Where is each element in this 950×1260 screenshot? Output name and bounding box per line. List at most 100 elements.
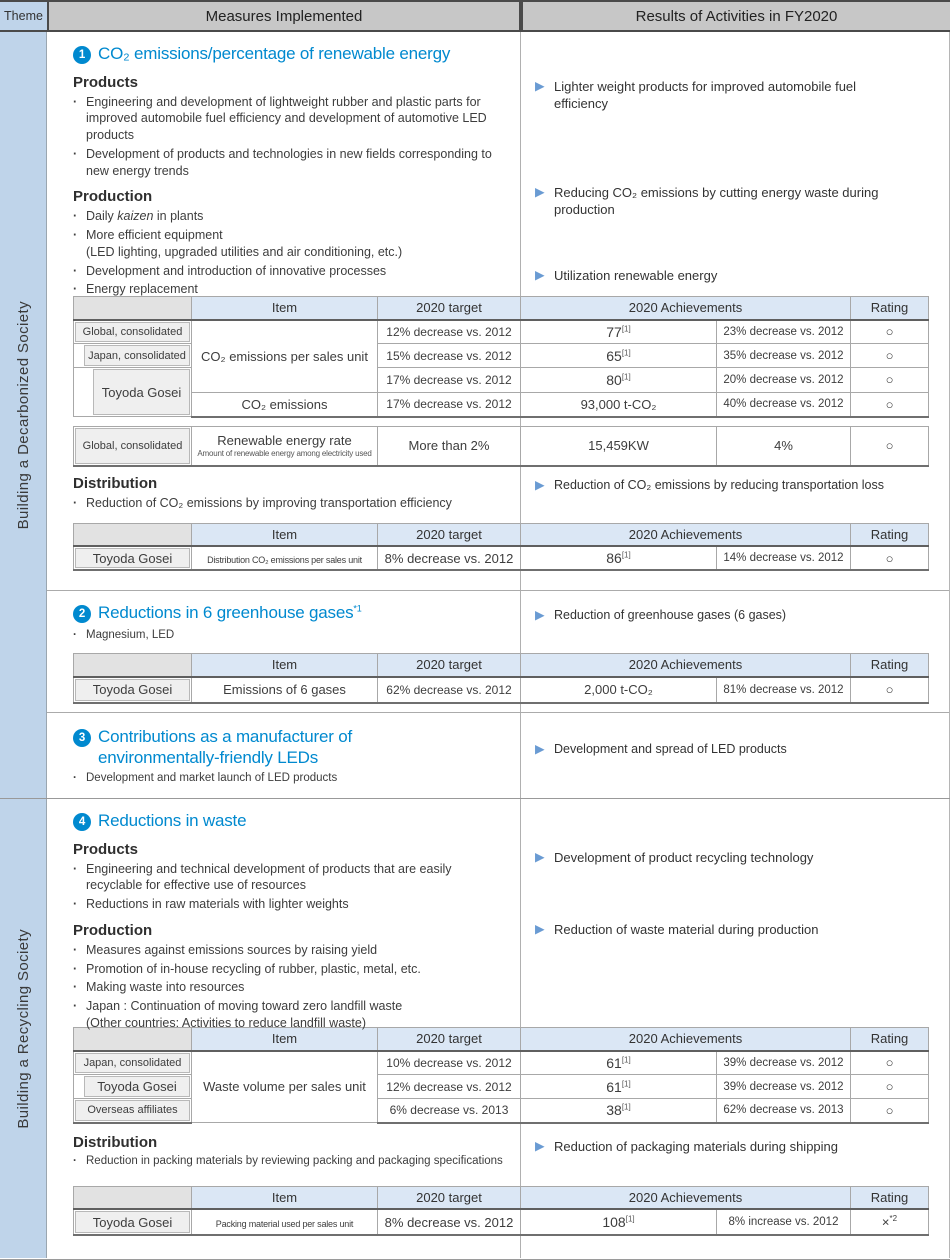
item-cell: Packing material used per sales unit bbox=[191, 1208, 378, 1236]
bullet-dot-icon: · bbox=[73, 1154, 77, 1167]
section-number-badge: 4 bbox=[73, 813, 91, 831]
production-heading: Production bbox=[73, 921, 153, 939]
result-arrow-icon: ▶ bbox=[535, 608, 545, 622]
section1-measures: 1 CO₂ emissions/percentage of renewable … bbox=[47, 32, 520, 296]
section-led-contributions: 3 Contributions as a manufacturer of env… bbox=[47, 712, 949, 798]
item-cell: Waste volume per sales unit bbox=[191, 1050, 378, 1123]
bullet-item: · Reductions in raw materials with lighte… bbox=[73, 897, 349, 912]
scope-cell: Toyoda Gosei bbox=[73, 676, 192, 704]
item-header: Item bbox=[191, 522, 378, 547]
rating-cell: ○ bbox=[850, 1074, 929, 1099]
target-header: 2020 target bbox=[377, 1027, 521, 1052]
corner-cell bbox=[73, 296, 192, 321]
result-arrow-icon: ▶ bbox=[535, 742, 545, 756]
table-header-row: Item 2020 target 2020 Achievements Ratin… bbox=[73, 1027, 929, 1052]
measures-column-header: Measures Implemented bbox=[47, 2, 519, 30]
bullet-item: · Engineering and development of lightwei… bbox=[73, 94, 487, 143]
section2-top: 2 Reductions in 6 greenhouse gases*1 · Ma… bbox=[47, 591, 949, 653]
table-row: Global, consolidated CO₂ emissions per s… bbox=[73, 319, 929, 393]
section4-measures: 4 Reductions in waste Products · Engineer… bbox=[47, 799, 520, 1030]
item-cell: CO₂ emissions per sales unit bbox=[191, 319, 378, 393]
distribution-heading: Distribution bbox=[73, 1133, 158, 1151]
renewable-energy-table: Global, consolidated Renewable energy ra… bbox=[73, 425, 929, 467]
section3-top: 3 Contributions as a manufacturer of env… bbox=[47, 713, 949, 799]
header-divider bbox=[519, 2, 523, 30]
theme-sidebar-decarbonized: Building a Decarbonized Society bbox=[0, 32, 47, 798]
result-item: ▶ Reduction of waste material during prod… bbox=[535, 922, 819, 938]
bullet-dot-icon: · bbox=[73, 282, 78, 297]
bullet-item: · Development and introduction of innovat… bbox=[73, 263, 387, 278]
section3-title-row: 3 Contributions as a manufacturer of env… bbox=[73, 727, 506, 768]
bullet-item: · Daily kaizen in plants bbox=[73, 209, 204, 224]
bullet-item: · Reduction in packing materials by revie… bbox=[73, 1154, 506, 1169]
rating-header: Rating bbox=[850, 522, 929, 547]
distribution-results: ▶ Reduction of CO₂ emissions by reducing … bbox=[520, 467, 949, 523]
table-row: Japan, consolidated Waste volume per sal… bbox=[73, 1050, 929, 1123]
bullet-dot-icon: · bbox=[73, 861, 78, 876]
result-item: ▶ Reduction of greenhouse gases (6 gases) bbox=[535, 608, 787, 622]
scope-cell: Toyoda Gosei bbox=[73, 1208, 192, 1236]
results-column-header: Results of Activities in FY2020 bbox=[523, 2, 950, 30]
products-heading: Products bbox=[73, 840, 139, 858]
achievement-percent-cell: 14% decrease vs. 2012 bbox=[716, 545, 851, 571]
section-title: CO₂ emissions/percentage of renewable en… bbox=[98, 44, 451, 63]
result-arrow-icon: ▶ bbox=[535, 1138, 545, 1153]
table-row: Toyoda Gosei Emissions of 6 gases 62% de… bbox=[73, 676, 929, 704]
achievement-value-cell: 80[1] bbox=[520, 367, 717, 393]
scope-cell: Global, consolidated bbox=[73, 425, 192, 467]
scope-cell: Global, consolidated bbox=[73, 319, 192, 344]
table-row: Global, consolidated Renewable energy ra… bbox=[73, 425, 929, 467]
section-greenhouse-gases: 2 Reductions in 6 greenhouse gases*1 · Ma… bbox=[47, 590, 949, 712]
rating-cell: ○ bbox=[850, 545, 929, 571]
bullet-dot-icon: · bbox=[73, 94, 78, 109]
result-item: ▶ Reducing CO₂ emissions by cutting energ… bbox=[535, 185, 879, 218]
result-item: ▶ Development and spread of LED products bbox=[535, 742, 787, 756]
table-row: Toyoda Gosei 12% decrease vs. 2012 61[1]… bbox=[73, 1074, 929, 1099]
section2-results: ▶ Reduction of greenhouse gases (6 gases) bbox=[520, 591, 949, 653]
decarbonized-content: 1 CO₂ emissions/percentage of renewable … bbox=[47, 32, 950, 798]
section-waste-reductions: 4 Reductions in waste Products · Engineer… bbox=[47, 799, 949, 1258]
bullet-dot-icon: · bbox=[73, 495, 78, 510]
target-cell: 6% decrease vs. 2013 bbox=[377, 1098, 521, 1124]
target-cell: 10% decrease vs. 2012 bbox=[377, 1050, 521, 1075]
bullet-item: · Measures against emissions sources by r… bbox=[73, 942, 378, 957]
item-cell: Renewable energy rate Amount of renewable… bbox=[191, 425, 378, 467]
production-heading: Production bbox=[73, 188, 153, 206]
achievements-header: 2020 Achievements bbox=[520, 522, 851, 547]
table-header-row: Item 2020 target 2020 Achievements Ratin… bbox=[73, 653, 929, 678]
achievement-percent-cell: 39% decrease vs. 2012 bbox=[716, 1050, 851, 1075]
bullet-dot-icon: · bbox=[73, 942, 78, 957]
achievement-value-cell: 93,000 t-CO₂ bbox=[520, 391, 717, 418]
achievement-value-cell: 65[1] bbox=[520, 343, 717, 368]
achievements-header: 2020 Achievements bbox=[520, 1185, 851, 1210]
item-cell: Distribution CO₂ emissions per sales uni… bbox=[191, 545, 378, 571]
section3-measures: 3 Contributions as a manufacturer of env… bbox=[47, 713, 520, 799]
target-header: 2020 target bbox=[377, 296, 521, 321]
section3-results: ▶ Development and spread of LED products bbox=[520, 713, 949, 799]
rating-cell: ○ bbox=[850, 1098, 929, 1124]
achievements-header: 2020 Achievements bbox=[520, 296, 851, 321]
item-header: Item bbox=[191, 1185, 378, 1210]
target-cell: 15% decrease vs. 2012 bbox=[377, 343, 521, 368]
result-item: ▶ Reduction of packaging materials during… bbox=[535, 1138, 839, 1154]
achievements-header: 2020 Achievements bbox=[520, 1027, 851, 1052]
target-cell: 17% decrease vs. 2012 bbox=[377, 391, 521, 418]
target-header: 2020 target bbox=[377, 1185, 521, 1210]
table-header-row: Item 2020 target 2020 Achievements Ratin… bbox=[73, 296, 929, 321]
rating-header: Rating bbox=[850, 1185, 929, 1210]
bullet-dot-icon: · bbox=[73, 980, 78, 995]
distribution-co2-table: Item 2020 target 2020 Achievements Ratin… bbox=[73, 522, 929, 571]
bullet-item: · Making waste into resources bbox=[73, 980, 245, 995]
recycling-content: 4 Reductions in waste Products · Engineer… bbox=[47, 799, 950, 1258]
bullet-dot-icon: · bbox=[73, 146, 78, 161]
achievement-value-cell: 2,000 t-CO₂ bbox=[520, 676, 717, 704]
bullet-item: · Engineering and technical development o… bbox=[73, 861, 452, 893]
distribution-results: ▶ Reduction of packaging materials during… bbox=[520, 1124, 949, 1186]
scope-cell: Toyoda Gosei bbox=[73, 367, 192, 417]
corner-cell bbox=[73, 1027, 192, 1052]
waste-volume-table: Item 2020 target 2020 Achievements Ratin… bbox=[73, 1027, 929, 1124]
section4-distribution: Distribution · Reduction in packing mater… bbox=[47, 1124, 949, 1186]
co2-emissions-table: Item 2020 target 2020 Achievements Ratin… bbox=[73, 296, 929, 418]
table-header-row: Item 2020 target 2020 Achievements Ratin… bbox=[73, 1185, 929, 1210]
section4-top: 4 Reductions in waste Products · Engineer… bbox=[47, 799, 949, 1030]
